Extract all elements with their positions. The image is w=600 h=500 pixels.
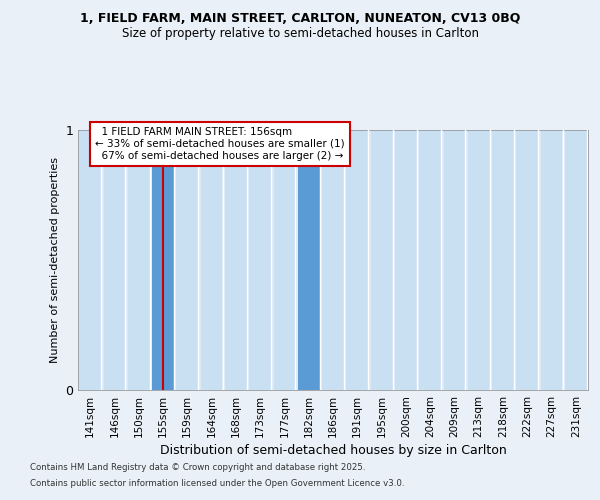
Bar — [176, 130, 198, 390]
Bar — [274, 130, 295, 390]
Bar — [249, 130, 271, 390]
Bar — [152, 130, 174, 390]
Bar — [371, 130, 392, 390]
Bar — [225, 130, 247, 390]
Bar — [492, 130, 514, 390]
X-axis label: Distribution of semi-detached houses by size in Carlton: Distribution of semi-detached houses by … — [160, 444, 506, 457]
Text: 1, FIELD FARM, MAIN STREET, CARLTON, NUNEATON, CV13 0BQ: 1, FIELD FARM, MAIN STREET, CARLTON, NUN… — [80, 12, 520, 26]
Bar — [104, 130, 125, 390]
Bar — [79, 130, 101, 390]
Bar — [128, 130, 149, 390]
Y-axis label: Number of semi-detached properties: Number of semi-detached properties — [50, 157, 59, 363]
Bar — [298, 130, 320, 390]
Bar — [395, 130, 417, 390]
Bar — [541, 130, 562, 390]
Text: Contains public sector information licensed under the Open Government Licence v3: Contains public sector information licen… — [30, 478, 404, 488]
Text: Contains HM Land Registry data © Crown copyright and database right 2025.: Contains HM Land Registry data © Crown c… — [30, 464, 365, 472]
Text: Size of property relative to semi-detached houses in Carlton: Size of property relative to semi-detach… — [121, 28, 479, 40]
Bar — [468, 130, 490, 390]
Bar — [200, 130, 223, 390]
Bar — [346, 130, 368, 390]
Bar — [517, 130, 538, 390]
Bar — [565, 130, 587, 390]
Bar — [322, 130, 344, 390]
Bar — [419, 130, 441, 390]
Bar — [443, 130, 466, 390]
Text: 1 FIELD FARM MAIN STREET: 156sqm
← 33% of semi-detached houses are smaller (1)
 : 1 FIELD FARM MAIN STREET: 156sqm ← 33% o… — [95, 128, 344, 160]
